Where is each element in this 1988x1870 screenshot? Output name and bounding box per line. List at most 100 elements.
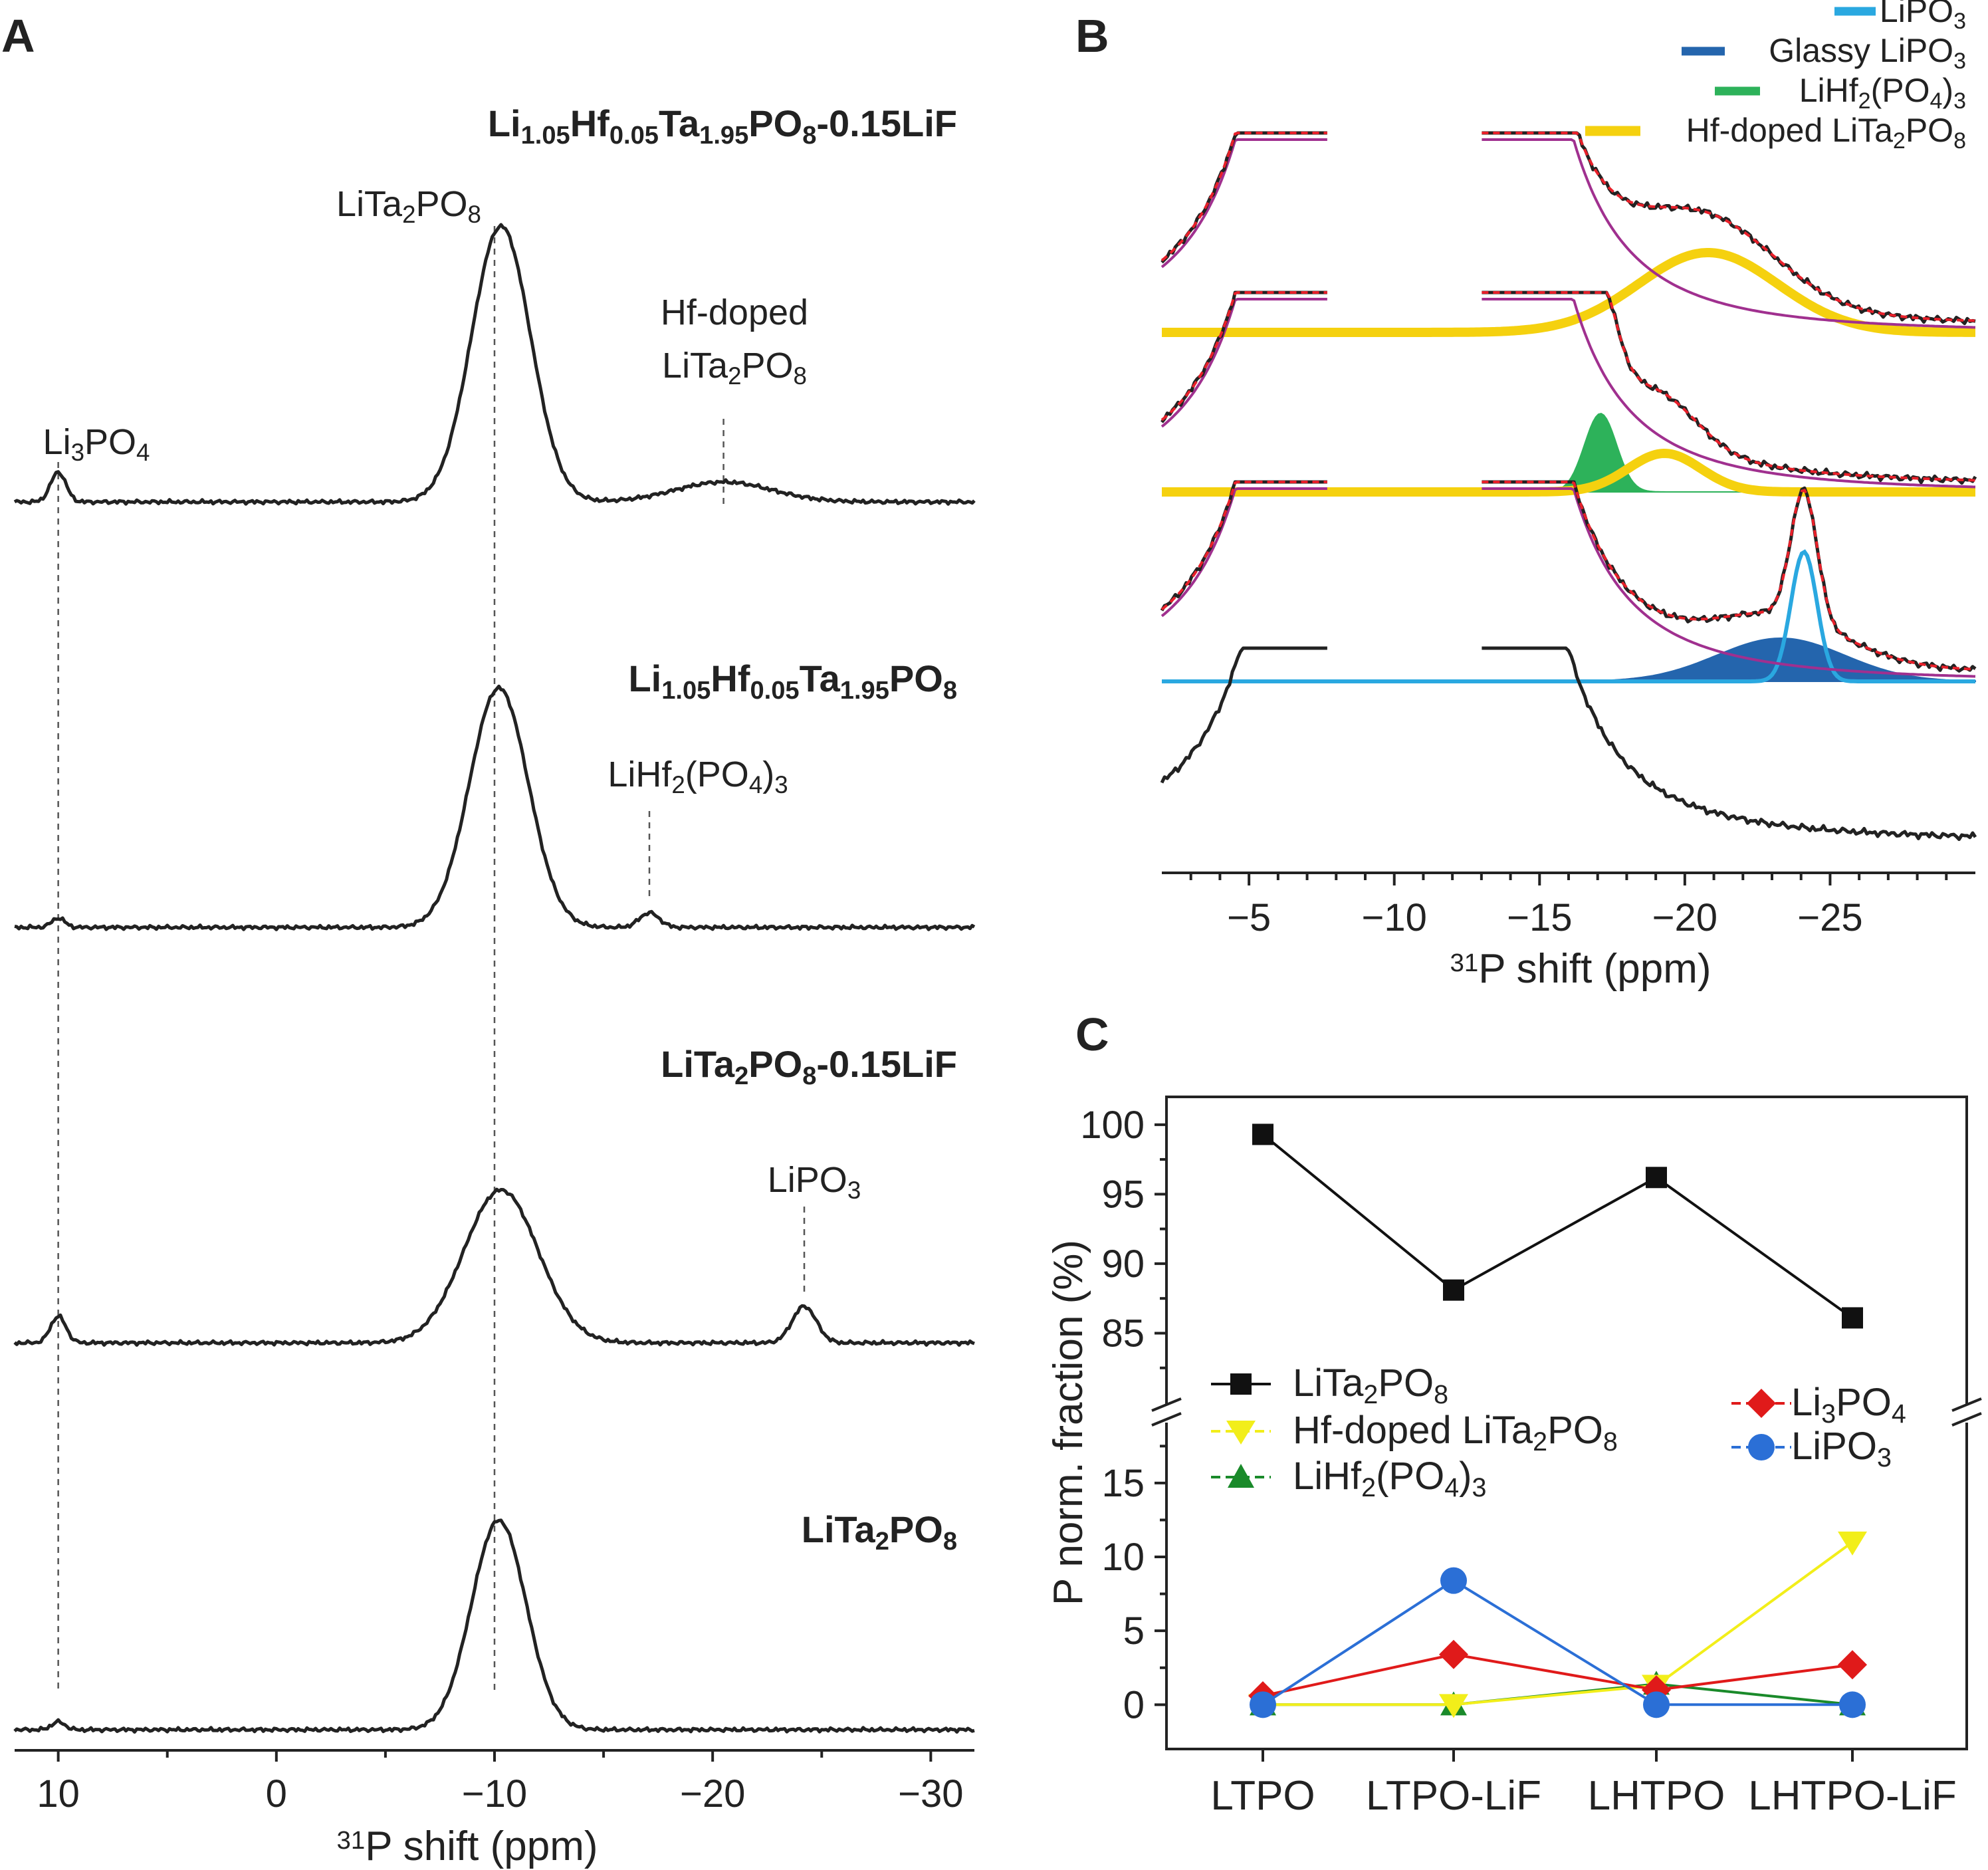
c-y-tick-label: 15 — [1101, 1462, 1145, 1505]
panel-a-x-ticks: 10 0 −10 −20 −30 — [37, 1750, 964, 1815]
b-tick-label: −10 — [1362, 896, 1427, 939]
a-tick-label: 10 — [37, 1772, 80, 1815]
total-fit — [1160, 481, 1327, 611]
b-tick-label: −20 — [1652, 896, 1717, 939]
a-tick-label: −20 — [680, 1772, 745, 1815]
c-y-tick-label: 90 — [1101, 1242, 1145, 1286]
panel-a-x-axis-label: 31P shift (ppm) — [336, 1823, 598, 1869]
point-lita2po8-ltpo — [1252, 1123, 1273, 1145]
spectrum-lhtpo-lif — [13, 223, 976, 506]
panel-c-label: C — [1075, 1008, 1109, 1060]
panel-a-label: A — [1, 10, 35, 62]
annotation-li3po4: Li3PO4 — [43, 422, 150, 466]
c-y-tick-label: 100 — [1080, 1104, 1145, 1147]
point-li3po4-ltpo-lif — [1439, 1639, 1468, 1669]
background-fit — [1160, 138, 1327, 269]
experimental-spectrum — [1482, 646, 1977, 842]
b-tick-label: −5 — [1227, 896, 1271, 939]
a-tick-label: 0 — [266, 1772, 287, 1815]
annotation-lihf2po43: LiHf2(PO4)3 — [607, 755, 788, 798]
series-lita2po8 — [1252, 1123, 1863, 1329]
b-spectrum-group-2 — [1160, 480, 1977, 683]
spectrum-ltpo-lif — [13, 1187, 975, 1347]
point-lipo3-lhtpo — [1643, 1691, 1670, 1718]
legend-label-LiPO3: LiPO3 — [1880, 0, 1966, 34]
legend-text: LiPO3 — [1791, 1425, 1892, 1472]
legend-marker — [1230, 1373, 1252, 1395]
panel-a-labels: Li1.05Hf0.05Ta1.95PO8-0.15LiF Li1.05Hf0.… — [43, 102, 957, 1556]
panel-c-y-axis-label: P norm. fraction (%) — [1046, 1240, 1091, 1605]
b-spectrum-group-0 — [1160, 131, 1976, 337]
legend-marker — [1747, 1389, 1776, 1418]
point-lita2po8-ltpo-lif — [1443, 1279, 1464, 1301]
panel-b-spectra — [1160, 131, 1977, 842]
total-fit — [1160, 291, 1327, 421]
panel-a-spectra — [13, 223, 976, 1734]
legend-marker — [1748, 1434, 1775, 1461]
sample-label-lhtpo: Li1.05Hf0.05Ta1.95PO8 — [628, 657, 957, 705]
legend-item-li3po4: Li3PO4 — [1731, 1381, 1906, 1429]
background-fit — [1482, 487, 1976, 678]
total-fit — [1482, 481, 1976, 671]
panel-c-frame — [1165, 1096, 1968, 1750]
legend-text: LiHf2(PO4)3 — [1293, 1455, 1486, 1502]
c-y-tick-label: 95 — [1101, 1173, 1145, 1216]
legend-text: Hf-doped LiTa2PO8 — [1293, 1409, 1618, 1457]
legend-label-LiHf2PO43: LiHf2(PO4)3 — [1799, 72, 1966, 114]
panel-c: C 85 90 95 100 0 5 10 15 LTPO LTPO-LiF LHTPO LHTPO… — [1046, 1008, 1982, 1819]
spectrum-ltpo — [13, 1518, 975, 1734]
background-fit — [1482, 138, 1976, 329]
legend-text: LiTa2PO8 — [1293, 1361, 1448, 1409]
c-x-tick-label: LTPO — [1210, 1773, 1315, 1819]
spectrum-lhtpo — [14, 684, 976, 931]
axis-break-mark — [1151, 1412, 1182, 1427]
point-li3po4-lhtpo-lif — [1838, 1650, 1867, 1680]
annotation-hf-doped-line1: Hf-doped — [661, 292, 808, 332]
axis-break-mark — [1951, 1412, 1982, 1427]
panel-b-x-ticks: −5 −10 −15 −20 −25 — [1189, 873, 1948, 939]
point-lipo3-ltpo-lif — [1440, 1567, 1467, 1594]
legend-text: Li3PO4 — [1791, 1381, 1906, 1429]
b-tick-label: −15 — [1507, 896, 1572, 939]
legend-item-lipo3: LiPO3 — [1731, 1425, 1892, 1472]
c-x-tick-label: LHTPO — [1588, 1773, 1725, 1819]
legend-label-glassy_LiPO3: Glassy LiPO3 — [1769, 32, 1966, 74]
point-lipo3-lhtpo-lif — [1839, 1691, 1866, 1718]
c-y-tick-label: 10 — [1101, 1536, 1145, 1579]
background-fit — [1160, 487, 1327, 618]
sample-label-ltpo: LiTa2PO8 — [802, 1508, 957, 1556]
c-y-tick-label: 5 — [1123, 1609, 1145, 1653]
background-fit — [1482, 298, 1976, 489]
panel-b-x-axis-label: 31P shift (ppm) — [1450, 946, 1711, 992]
panel-b-label: B — [1075, 10, 1109, 62]
lipo3-component — [1162, 549, 1975, 683]
point-hf-doped-lita2po8-lhtpo-lif — [1838, 1531, 1867, 1556]
a-tick-label: −30 — [898, 1772, 963, 1815]
hf-doped-component — [1162, 248, 1975, 337]
c-y-tick-label: 0 — [1123, 1683, 1145, 1726]
c-x-tick-label: LTPO-LiF — [1366, 1773, 1541, 1819]
total-fit — [1160, 132, 1327, 262]
legend-marker — [1228, 1464, 1254, 1488]
total-fit — [1482, 291, 1976, 482]
panel-c-series — [1248, 1123, 1867, 1718]
axis-break-mark — [1151, 1397, 1182, 1412]
hf-doped-component — [1162, 448, 1975, 497]
sample-label-ltpo-lif: LiTa2PO8-0.15LiF — [661, 1043, 957, 1090]
sample-label-lhtpo-lif: Li1.05Hf0.05Ta1.95PO8-0.15LiF — [488, 102, 957, 150]
background-fit — [1160, 298, 1327, 428]
series-line-lita2po8 — [1262, 1133, 1854, 1320]
legend-label-hf_doped: Hf-doped LiTa2PO8 — [1686, 112, 1966, 154]
annotation-lipo3: LiPO3 — [768, 1160, 861, 1204]
total-fit — [1482, 132, 1976, 322]
panel-c-axis-break — [1151, 1397, 1982, 1427]
panel-c-y-ticks: 85 90 95 100 0 5 10 15 — [1080, 1104, 1166, 1726]
b-spectrum-group-1 — [1160, 291, 1977, 497]
annotation-lita2po8: LiTa2PO8 — [336, 184, 481, 228]
annotation-hf-doped-line2: LiTa2PO8 — [662, 346, 807, 390]
legend-item-lita2po8: LiTa2PO8 — [1211, 1361, 1448, 1409]
point-lita2po8-lhtpo — [1646, 1167, 1667, 1189]
